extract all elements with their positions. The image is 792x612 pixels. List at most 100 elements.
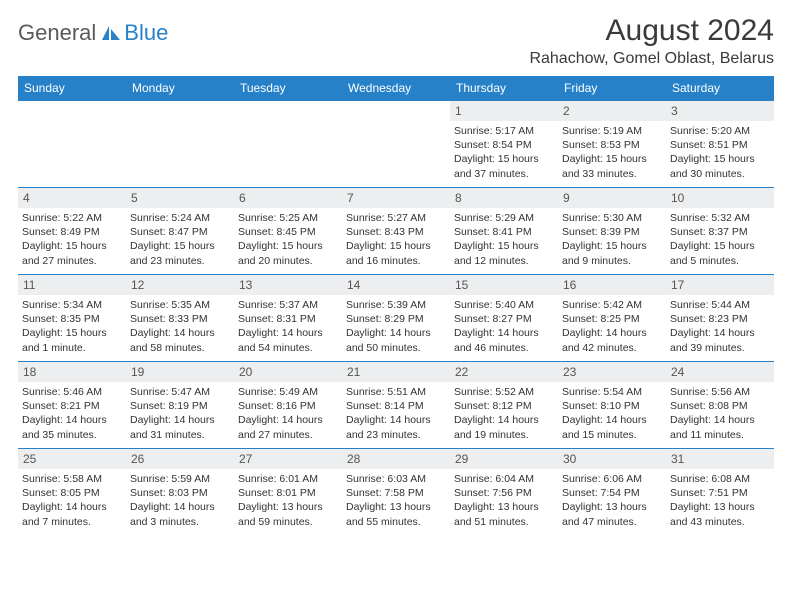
daylight-text: Daylight: 14 hours and 19 minutes. [454, 413, 554, 441]
day-info: Sunrise: 5:24 AMSunset: 8:47 PMDaylight:… [130, 211, 230, 268]
calendar-page: General Blue August 2024 Rahachow, Gomel… [0, 0, 792, 549]
day-info: Sunrise: 5:37 AMSunset: 8:31 PMDaylight:… [238, 298, 338, 355]
sunset-text: Sunset: 8:54 PM [454, 138, 554, 152]
day-number: 13 [234, 275, 342, 295]
sunrise-text: Sunrise: 6:03 AM [346, 472, 446, 486]
sunset-text: Sunset: 8:21 PM [22, 399, 122, 413]
sunset-text: Sunset: 8:33 PM [130, 312, 230, 326]
day-number: 6 [234, 188, 342, 208]
day-number: 22 [450, 362, 558, 382]
day-cell: 17Sunrise: 5:44 AMSunset: 8:23 PMDayligh… [666, 275, 774, 361]
daylight-text: Daylight: 14 hours and 23 minutes. [346, 413, 446, 441]
daylight-text: Daylight: 15 hours and 1 minute. [22, 326, 122, 354]
day-cell: 9Sunrise: 5:30 AMSunset: 8:39 PMDaylight… [558, 188, 666, 274]
sunset-text: Sunset: 8:08 PM [670, 399, 770, 413]
sunrise-text: Sunrise: 6:04 AM [454, 472, 554, 486]
daylight-text: Daylight: 14 hours and 31 minutes. [130, 413, 230, 441]
day-info: Sunrise: 5:17 AMSunset: 8:54 PMDaylight:… [454, 124, 554, 181]
day-cell: 13 Sunrise: 5:37 AMSunset: 8:31 PMDayligh… [234, 275, 342, 361]
week-row: 25Sunrise: 5:58 AMSunset: 8:05 PMDayligh… [18, 448, 774, 535]
day-number: 21 [342, 362, 450, 382]
day-header: Thursday [450, 76, 558, 100]
sunset-text: Sunset: 8:53 PM [562, 138, 662, 152]
sunrise-text: Sunrise: 5:24 AM [130, 211, 230, 225]
daylight-text: Daylight: 13 hours and 59 minutes. [238, 500, 338, 528]
sunrise-text: Sunrise: 5:54 AM [562, 385, 662, 399]
day-info: Sunrise: 6:03 AMSunset: 7:58 PMDaylight:… [346, 472, 446, 529]
sunset-text: Sunset: 8:39 PM [562, 225, 662, 239]
day-number: 20 [234, 362, 342, 382]
sunset-text: Sunset: 8:35 PM [22, 312, 122, 326]
day-number: 25 [18, 449, 126, 469]
daylight-text: Daylight: 14 hours and 50 minutes. [346, 326, 446, 354]
sunrise-text: Sunrise: 5:40 AM [454, 298, 554, 312]
daylight-text: Daylight: 15 hours and 33 minutes. [562, 152, 662, 180]
day-number: 24 [666, 362, 774, 382]
day-cell [126, 101, 234, 187]
sunset-text: Sunset: 8:23 PM [670, 312, 770, 326]
day-number: 4 [18, 188, 126, 208]
sunset-text: Sunset: 8:03 PM [130, 486, 230, 500]
weeks-container: 1Sunrise: 5:17 AMSunset: 8:54 PMDaylight… [18, 100, 774, 535]
sunrise-text: Sunrise: 5:19 AM [562, 124, 662, 138]
day-info: Sunrise: 6:08 AMSunset: 7:51 PMDaylight:… [670, 472, 770, 529]
day-cell: 22Sunrise: 5:52 AMSunset: 8:12 PMDayligh… [450, 362, 558, 448]
sunrise-text: Sunrise: 5:34 AM [22, 298, 122, 312]
day-number: 15 [450, 275, 558, 295]
sunset-text: Sunset: 8:05 PM [22, 486, 122, 500]
daylight-text: Daylight: 14 hours and 39 minutes. [670, 326, 770, 354]
logo-word-2: Blue [124, 20, 168, 46]
sunrise-text: Sunrise: 5:56 AM [670, 385, 770, 399]
day-cell: 28Sunrise: 6:03 AMSunset: 7:58 PMDayligh… [342, 449, 450, 535]
header: General Blue August 2024 Rahachow, Gomel… [18, 14, 774, 68]
sunset-text: Sunset: 8:19 PM [130, 399, 230, 413]
sunset-text: Sunset: 8:47 PM [130, 225, 230, 239]
sunset-text: Sunset: 7:56 PM [454, 486, 554, 500]
day-cell: 1Sunrise: 5:17 AMSunset: 8:54 PMDaylight… [450, 101, 558, 187]
sunset-text: Sunset: 7:51 PM [670, 486, 770, 500]
day-info: Sunrise: 5:46 AMSunset: 8:21 PMDaylight:… [22, 385, 122, 442]
daylight-text: Daylight: 14 hours and 27 minutes. [238, 413, 338, 441]
day-cell: 20Sunrise: 5:49 AMSunset: 8:16 PMDayligh… [234, 362, 342, 448]
sunrise-text: Sunrise: 5:46 AM [22, 385, 122, 399]
daylight-text: Daylight: 15 hours and 27 minutes. [22, 239, 122, 267]
day-number: 5 [126, 188, 234, 208]
sunrise-text: Sunrise: 5:30 AM [562, 211, 662, 225]
daylight-text: Daylight: 14 hours and 3 minutes. [130, 500, 230, 528]
sunset-text: Sunset: 7:58 PM [346, 486, 446, 500]
day-number: 16 [558, 275, 666, 295]
day-number: 31 [666, 449, 774, 469]
day-info: Sunrise: 5:47 AMSunset: 8:19 PMDaylight:… [130, 385, 230, 442]
week-row: 1Sunrise: 5:17 AMSunset: 8:54 PMDaylight… [18, 100, 774, 187]
day-header: Friday [558, 76, 666, 100]
sunrise-text: Sunrise: 5:58 AM [22, 472, 122, 486]
daylight-text: Daylight: 15 hours and 9 minutes. [562, 239, 662, 267]
sunset-text: Sunset: 8:41 PM [454, 225, 554, 239]
day-number: 14 [342, 275, 450, 295]
day-cell: 30Sunrise: 6:06 AMSunset: 7:54 PMDayligh… [558, 449, 666, 535]
sunrise-text: Sunrise: 5:25 AM [238, 211, 338, 225]
sunrise-text: Sunrise: 6:08 AM [670, 472, 770, 486]
daylight-text: Daylight: 14 hours and 7 minutes. [22, 500, 122, 528]
week-row: 18Sunrise: 5:46 AMSunset: 8:21 PMDayligh… [18, 361, 774, 448]
sunrise-text: Sunrise: 5:51 AM [346, 385, 446, 399]
daylight-text: Daylight: 15 hours and 30 minutes. [670, 152, 770, 180]
day-info: Sunrise: 5:51 AMSunset: 8:14 PMDaylight:… [346, 385, 446, 442]
day-info: Sunrise: 5:30 AMSunset: 8:39 PMDaylight:… [562, 211, 662, 268]
day-info: Sunrise: 5:42 AMSunset: 8:25 PMDaylight:… [562, 298, 662, 355]
day-number: 7 [342, 188, 450, 208]
daylight-text: Daylight: 14 hours and 11 minutes. [670, 413, 770, 441]
sunset-text: Sunset: 8:12 PM [454, 399, 554, 413]
daylight-text: Daylight: 15 hours and 20 minutes. [238, 239, 338, 267]
sunrise-text: Sunrise: 5:29 AM [454, 211, 554, 225]
day-cell: 21 Sunrise: 5:51 AMSunset: 8:14 PMDayligh… [342, 362, 450, 448]
logo: General Blue [18, 14, 168, 46]
sunrise-text: Sunrise: 5:47 AM [130, 385, 230, 399]
calendar: SundayMondayTuesdayWednesdayThursdayFrid… [18, 76, 774, 535]
daylight-text: Daylight: 13 hours and 43 minutes. [670, 500, 770, 528]
day-cell: 12Sunrise: 5:35 AMSunset: 8:33 PMDayligh… [126, 275, 234, 361]
sunrise-text: Sunrise: 5:37 AM [238, 298, 338, 312]
day-info: Sunrise: 5:35 AMSunset: 8:33 PMDaylight:… [130, 298, 230, 355]
day-header: Sunday [18, 76, 126, 100]
daylight-text: Daylight: 15 hours and 16 minutes. [346, 239, 446, 267]
